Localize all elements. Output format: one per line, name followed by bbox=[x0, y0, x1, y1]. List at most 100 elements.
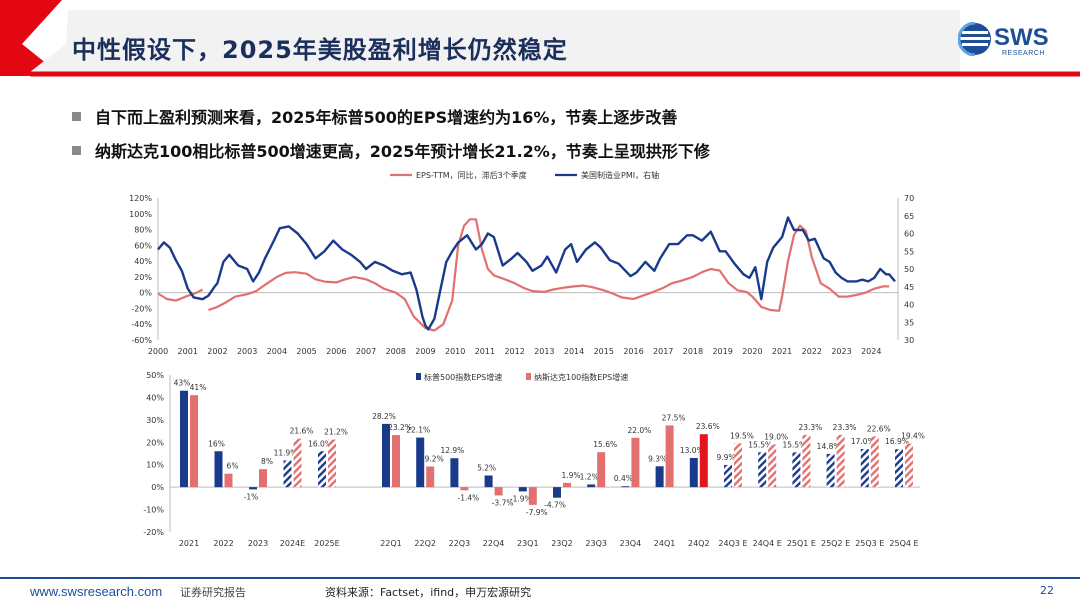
x-axis-tick-label: 24Q3 E bbox=[718, 539, 747, 548]
bullet-square-icon bbox=[72, 146, 81, 155]
left-axis-tick-label: 100% bbox=[129, 210, 152, 219]
series-line-pmi bbox=[157, 216, 896, 331]
bar-ndx bbox=[259, 469, 267, 488]
x-axis-tick-label: 2023 bbox=[831, 347, 851, 356]
x-axis-tick-label: 2011 bbox=[475, 347, 495, 356]
x-axis-tick-label: 2007 bbox=[356, 347, 376, 356]
header: 中性假设下，2025年美股盈利增长仍然稳定 SWS RESEARCH bbox=[0, 0, 1080, 82]
bar-spx bbox=[724, 464, 732, 488]
left-axis-tick-label: 60% bbox=[134, 241, 152, 250]
left-axis-tick-label: -60% bbox=[131, 336, 152, 345]
data-label: 6% bbox=[227, 462, 239, 471]
x-axis-tick-label: 22Q1 bbox=[380, 539, 402, 548]
data-label: -4.7% bbox=[544, 501, 566, 510]
left-axis-tick-label: 80% bbox=[134, 226, 152, 235]
x-axis-tick-label: 23Q3 bbox=[585, 539, 607, 548]
right-axis-tick-label: 30 bbox=[904, 336, 914, 345]
right-axis-tick-label: 65 bbox=[904, 212, 914, 221]
bar-spx bbox=[214, 451, 223, 488]
y-axis-tick-label: 50% bbox=[146, 371, 164, 380]
data-label: 28.2% bbox=[372, 412, 396, 421]
bar-spx bbox=[416, 437, 425, 488]
bar-ndx bbox=[190, 395, 198, 488]
legend-swatch bbox=[416, 373, 421, 380]
bar-ndx bbox=[699, 434, 708, 488]
right-axis-tick-label: 55 bbox=[904, 247, 914, 256]
x-axis-tick-label: 2003 bbox=[237, 347, 257, 356]
x-axis-tick-label: 25Q1 E bbox=[787, 539, 816, 548]
bar-spx bbox=[283, 460, 292, 488]
x-axis-tick-label: 2024 bbox=[861, 347, 881, 356]
series-line-eps bbox=[157, 218, 890, 332]
x-axis-tick-label: 2021 bbox=[179, 539, 199, 548]
right-axis-tick-label: 40 bbox=[904, 301, 914, 310]
x-axis-tick-label: 2006 bbox=[326, 347, 346, 356]
x-axis-tick-label: 23Q2 bbox=[551, 539, 573, 548]
right-axis-tick-label: 35 bbox=[904, 318, 914, 327]
bar-spx bbox=[860, 449, 869, 488]
data-label: -1.9% bbox=[510, 494, 532, 503]
right-axis-tick-label: 60 bbox=[904, 230, 914, 239]
data-label: 16.0% bbox=[308, 439, 332, 448]
x-axis-tick-label: 2014 bbox=[564, 347, 584, 356]
bullet-point: 自下而上盈利预测来看，2025年标普500的EPS增速约为16%，节奏上逐步改善 bbox=[72, 104, 677, 128]
left-axis-tick-label: 120% bbox=[129, 194, 152, 203]
x-axis-tick-label: 2020 bbox=[742, 347, 762, 356]
data-label: 14.8% bbox=[817, 442, 841, 451]
x-axis-tick-label: 22Q3 bbox=[449, 539, 471, 548]
data-label: 21.6% bbox=[290, 427, 314, 436]
bar-spx bbox=[484, 475, 493, 488]
header-decoration bbox=[0, 0, 1080, 77]
y-axis-tick-label: 0% bbox=[151, 483, 164, 492]
logo-subtext: RESEARCH bbox=[1002, 50, 1045, 57]
left-axis-tick-label: 20% bbox=[134, 273, 152, 282]
bar-spx bbox=[655, 466, 664, 488]
legend-swatch bbox=[526, 373, 531, 380]
bar-ndx bbox=[426, 466, 435, 488]
bar-spx bbox=[587, 484, 596, 488]
left-axis-tick-label: -40% bbox=[131, 320, 152, 329]
data-label: 17.0% bbox=[851, 437, 875, 446]
x-axis-tick-label: 2000 bbox=[148, 347, 168, 356]
bar-ndx bbox=[392, 435, 400, 488]
bar-ndx bbox=[734, 443, 742, 488]
x-axis-tick-label: 2017 bbox=[653, 347, 673, 356]
page-title: 中性假设下，2025年美股盈利增长仍然稳定 bbox=[72, 36, 568, 64]
bar-spx bbox=[826, 453, 835, 488]
x-axis-tick-label: 25Q3 E bbox=[855, 539, 884, 548]
logo-globe-icon bbox=[958, 22, 991, 56]
x-axis-tick-label: 2019 bbox=[712, 347, 732, 356]
footer-url-link[interactable]: www.swsresearch.com bbox=[30, 584, 163, 599]
footer-report-label: 证券研究报告 bbox=[180, 586, 246, 599]
footer-divider bbox=[0, 577, 1080, 579]
x-axis-tick-label: 2001 bbox=[178, 347, 198, 356]
x-axis-tick-label: 2005 bbox=[296, 347, 316, 356]
bar-ndx bbox=[528, 487, 537, 505]
x-axis-tick-label: 24Q1 bbox=[654, 539, 676, 548]
x-axis-tick-label: 24Q2 bbox=[688, 539, 710, 548]
x-axis-tick-label: 2022 bbox=[802, 347, 822, 356]
data-label: 15.5% bbox=[748, 440, 772, 449]
bar-spx bbox=[318, 451, 326, 488]
eps-pmi-line-chart: -60% -40% -20% 0% 20% 40% 60% 80% 100% 120% 30 35 40… bbox=[129, 170, 914, 356]
eps-growth-bar-chart: -20% -10% 0% 10% 20% 30% 40% 50% 43% 41% 2021 16% 6%… bbox=[143, 371, 925, 548]
bar-spx bbox=[518, 487, 527, 492]
x-axis-tick-label: 2022 bbox=[213, 539, 233, 548]
x-axis-tick-label: 22Q2 bbox=[414, 539, 436, 548]
x-axis-tick-label: 2021 bbox=[772, 347, 792, 356]
data-label: 43% bbox=[174, 379, 191, 388]
x-axis-tick-label: 2015 bbox=[594, 347, 614, 356]
bar-ndx bbox=[870, 436, 879, 488]
x-axis-tick-label: 2013 bbox=[534, 347, 554, 356]
data-label: 9.2% bbox=[425, 455, 444, 464]
x-axis-tick-label: 2008 bbox=[386, 347, 406, 356]
data-label: 15.5% bbox=[782, 440, 806, 449]
page-number: 22 bbox=[1040, 584, 1054, 597]
bar-ndx bbox=[328, 439, 336, 488]
legend-label: 纳斯达克100指数EPS增速 bbox=[534, 372, 628, 382]
y-axis-tick-label: -20% bbox=[143, 528, 164, 537]
right-axis-tick-label: 50 bbox=[904, 265, 914, 274]
bar-spx bbox=[689, 457, 698, 488]
bar-ndx bbox=[597, 452, 606, 488]
x-axis-tick-label: 2024E bbox=[280, 539, 305, 548]
